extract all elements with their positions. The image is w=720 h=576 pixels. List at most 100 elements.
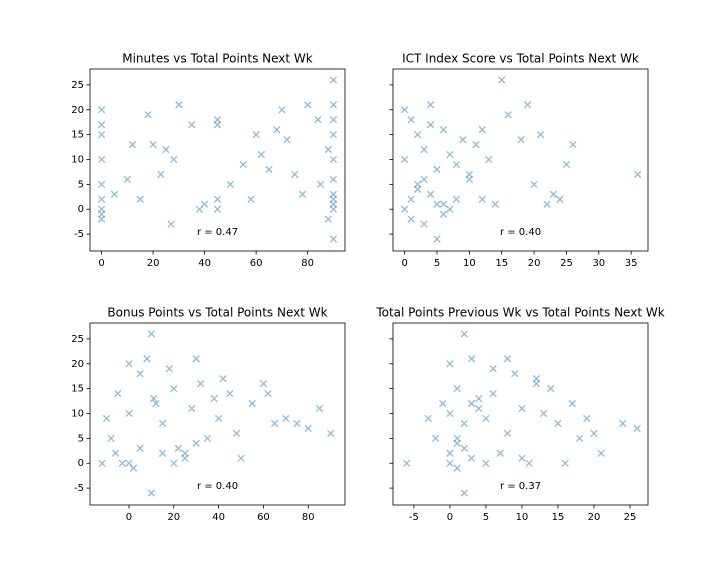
point <box>475 404 483 413</box>
point <box>98 459 106 467</box>
point <box>478 195 486 203</box>
point <box>453 384 461 393</box>
point <box>543 200 551 208</box>
y-tick-label: 10 <box>71 155 84 166</box>
axes-frame <box>392 68 649 252</box>
point <box>118 459 126 467</box>
x-tick-label: 20 <box>528 258 541 269</box>
annotation: r = 0.40 <box>197 481 238 492</box>
point <box>129 464 138 472</box>
point <box>518 454 526 462</box>
point <box>485 155 493 164</box>
point <box>446 150 454 159</box>
point <box>102 414 111 423</box>
y-tick-label: 10 <box>71 409 84 420</box>
subplot-title: Minutes vs Total Points Next Wk <box>122 52 313 66</box>
x-tick-label: -5 <box>409 512 419 523</box>
subplot: Minutes vs Total Points Next Wk 0 20 40 60 80… <box>71 52 346 269</box>
point <box>170 155 178 164</box>
point <box>561 459 569 467</box>
point <box>314 116 322 124</box>
point <box>420 175 428 184</box>
point <box>167 220 175 228</box>
point <box>467 399 476 408</box>
y-tick-label: 0 <box>78 204 84 215</box>
point <box>556 195 564 203</box>
y-tick-label: 25 <box>71 334 84 345</box>
point <box>192 439 200 447</box>
point <box>329 76 338 84</box>
axes-frame <box>392 322 649 506</box>
point <box>619 419 627 428</box>
y-tick-label: 5 <box>78 433 84 444</box>
point <box>439 126 448 134</box>
y-tick-label: 15 <box>71 130 84 141</box>
point <box>453 464 461 472</box>
y-tick-label: 20 <box>71 359 84 370</box>
x-tick-label: 60 <box>257 512 270 523</box>
x-tick-label: 25 <box>624 512 637 523</box>
point <box>157 170 165 179</box>
point <box>439 399 447 408</box>
point <box>569 140 577 149</box>
point <box>460 444 468 452</box>
point <box>329 101 338 109</box>
point <box>144 111 152 119</box>
point <box>175 101 183 109</box>
x-tick-label: 5 <box>483 512 489 523</box>
point <box>125 409 133 418</box>
y-tick-label: 15 <box>71 384 84 395</box>
point <box>114 389 122 398</box>
point <box>324 145 332 154</box>
point <box>152 399 160 408</box>
point <box>226 180 235 189</box>
point <box>247 195 255 203</box>
point <box>460 330 468 338</box>
point <box>197 380 205 388</box>
point <box>407 195 415 203</box>
point <box>270 419 279 428</box>
x-tick-label: 15 <box>552 512 565 523</box>
subplot-title: Total Points Previous Wk vs Total Points… <box>375 306 664 320</box>
point <box>472 140 480 149</box>
x-tick-label: 20 <box>147 258 160 269</box>
x-tick-label: 80 <box>302 512 315 523</box>
point <box>298 190 307 198</box>
point <box>291 170 299 179</box>
x-tick-label: 0 <box>447 512 453 523</box>
point <box>407 116 415 124</box>
x-tick-label: 15 <box>495 258 508 269</box>
point <box>304 424 312 433</box>
point <box>452 160 461 169</box>
point <box>407 215 415 223</box>
point <box>424 414 432 423</box>
point <box>511 370 519 378</box>
point <box>431 434 440 443</box>
point <box>467 454 476 462</box>
point <box>195 205 204 213</box>
point <box>147 489 156 497</box>
point <box>170 384 178 393</box>
point <box>554 419 562 428</box>
point <box>97 195 106 203</box>
point <box>426 190 435 198</box>
x-tick-label: 20 <box>167 512 180 523</box>
x-tick-label: 10 <box>516 512 529 523</box>
points <box>98 330 335 497</box>
point <box>496 449 504 457</box>
point <box>192 355 200 363</box>
annotation: r = 0.40 <box>500 227 541 238</box>
point <box>329 205 338 213</box>
point <box>530 180 538 189</box>
x-tick-label: 80 <box>301 258 314 269</box>
y-tick-label: 25 <box>71 80 84 91</box>
point <box>446 360 454 368</box>
point <box>329 175 338 184</box>
point <box>149 140 157 149</box>
x-tick-label: 0 <box>401 258 407 269</box>
point <box>459 135 467 144</box>
point <box>158 449 167 457</box>
point <box>188 121 196 129</box>
point <box>326 429 335 438</box>
